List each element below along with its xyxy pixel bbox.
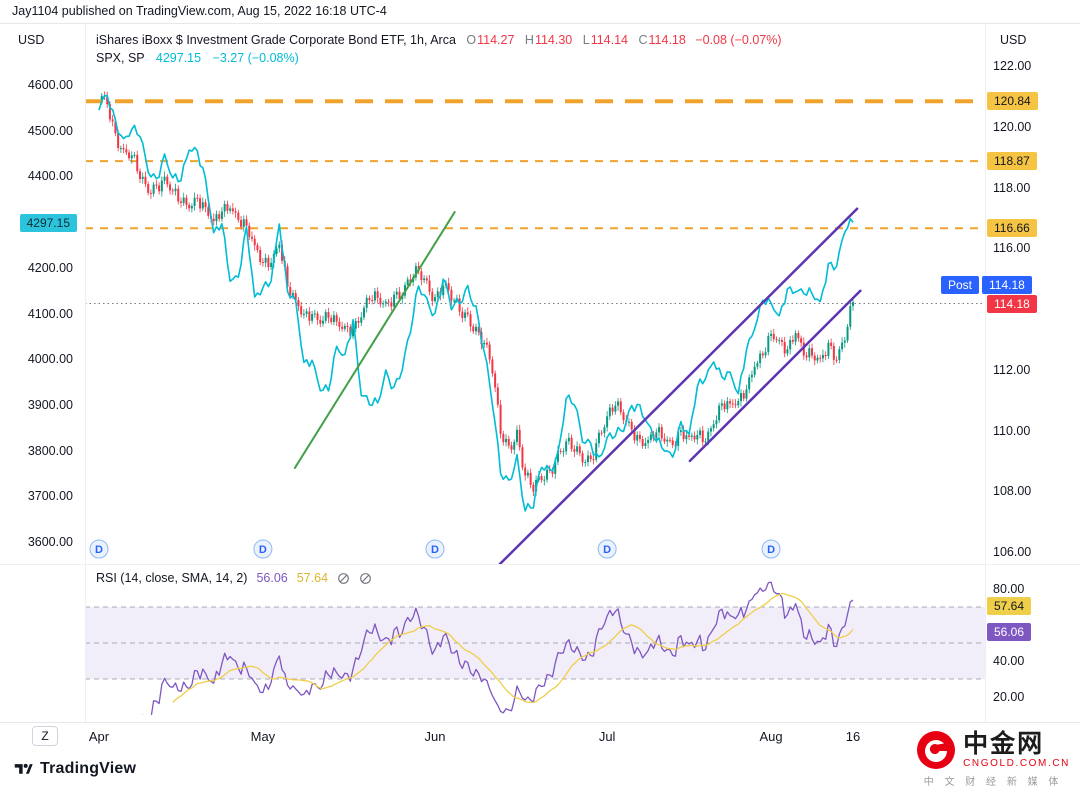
change-value: −0.08 (−0.07%): [695, 33, 782, 47]
rsi-value-badge: 56.06: [987, 623, 1032, 642]
low-value: 114.14: [590, 33, 629, 47]
cngold-tagline: 中 文 财 经 新 媒 体: [923, 777, 1063, 788]
spx-value: 4297.15: [155, 51, 202, 65]
svg-text:D: D: [259, 544, 267, 556]
visibility-icon[interactable]: [359, 572, 372, 585]
high-label: H: [524, 33, 534, 47]
rsi-legend: RSI (14, close, SMA, 14, 2) 56.06 57.64: [96, 571, 372, 585]
axis-tick: 4100.00: [27, 306, 73, 321]
left-axis-currency: USD: [18, 33, 45, 47]
axis-tick: 118.00: [993, 180, 1031, 195]
timezone-button[interactable]: Z: [32, 726, 58, 746]
low-label: L: [582, 33, 590, 47]
svg-text:D: D: [95, 544, 103, 556]
high-value: 114.30: [534, 33, 573, 47]
cngold-name: 中金网: [963, 730, 1045, 758]
post-price: 114.18: [982, 275, 1032, 294]
tradingview-brand[interactable]: TradingView: [13, 758, 136, 779]
level-badge-118-87: 118.87: [987, 152, 1037, 171]
time-axis-label: Jun: [424, 729, 446, 744]
axis-tick: 112.00: [993, 362, 1031, 377]
axis-tick: 120.00: [993, 119, 1032, 134]
time-axis-label: Aug: [759, 729, 783, 744]
svg-text:D: D: [767, 544, 775, 556]
overlay-symbol-title[interactable]: SPX, SP: [96, 51, 145, 65]
svg-text:D: D: [603, 544, 611, 556]
cngold-logo-icon: [917, 731, 956, 769]
tradingview-wordmark: TradingView: [40, 759, 137, 777]
svg-text:D: D: [431, 544, 439, 556]
right-price-axis[interactable]: USD 120.84 118.87 116.66 114.18 57.64 56…: [985, 24, 1080, 722]
rsi-ma-badge: 57.64: [987, 597, 1032, 616]
cngold-domain: CNGOLD.COM.CN: [963, 758, 1070, 769]
axis-tick: 4400.00: [27, 169, 73, 184]
cngold-row: 中金网 CNGOLD.COM.CN: [916, 730, 1070, 770]
axis-tick: 122.00: [993, 59, 1032, 73]
right-axis-currency: USD: [1000, 33, 1027, 47]
visibility-icon[interactable]: [337, 572, 350, 585]
right-axis-divider: [985, 24, 986, 745]
level-badge-120-84: 120.84: [987, 92, 1038, 111]
axis-tick: 3700.00: [27, 489, 73, 504]
axis-tick: 116.00: [993, 241, 1031, 256]
chart-legend: iShares iBoxx $ Investment Grade Corpora…: [96, 31, 782, 67]
axis-tick: 4200.00: [27, 260, 73, 275]
time-axis-label: Jul: [598, 729, 616, 744]
axis-tick: 106.00: [993, 545, 1032, 559]
close-value: 114.18: [648, 33, 686, 47]
axis-tick: 4500.00: [27, 123, 73, 138]
axis-tick: 40.00: [993, 654, 1025, 668]
level-badge-116-66: 116.66: [987, 219, 1037, 238]
axis-tick: 108.00: [993, 484, 1032, 499]
axis-tick: 80.00: [993, 582, 1025, 596]
time-axis-label: Apr: [88, 729, 110, 744]
cngold-text: 中金网 CNGOLD.COM.CN: [963, 731, 1070, 769]
time-axis-label: 16: [845, 729, 861, 744]
axis-tick: 4600.00: [27, 78, 73, 92]
axis-tick: 3600.00: [27, 535, 73, 549]
axis-tick: 20.00: [993, 690, 1025, 704]
rsi-current-value: 56.06: [256, 571, 288, 585]
symbol-title[interactable]: iShares iBoxx $ Investment Grade Corpora…: [96, 33, 456, 47]
close-label: C: [638, 33, 648, 47]
footer: TradingView 中金网 CNGOLD.COM.CN 中 文 财 经 新 …: [0, 731, 1080, 793]
left-price-axis[interactable]: USD 4297.15 4600.004500.004400.004300.00…: [0, 24, 85, 722]
post-market-badge: Post 114.18: [941, 275, 1032, 294]
axis-tick: 3900.00: [27, 397, 73, 412]
left-axis-divider: [85, 24, 86, 745]
cngold-watermark: 中金网 CNGOLD.COM.CN 中 文 财 经 新 媒 体: [916, 730, 1070, 788]
tradingview-logo-icon: [14, 763, 33, 774]
post-label: Post: [941, 275, 980, 294]
open-value: 114.27: [477, 33, 515, 47]
spx-change: −3.27 (−0.08%): [212, 51, 299, 65]
spx-price-badge: 4297.15: [19, 214, 77, 233]
publish-info: Jay1104 published on TradingView.com, Au…: [0, 0, 1080, 24]
axis-tick: 4000.00: [27, 352, 73, 367]
time-axis[interactable]: Z Apr May Jun Jul Aug 16: [0, 722, 1080, 748]
axis-tick: 110.00: [993, 423, 1031, 438]
open-label: O: [466, 33, 477, 47]
rsi-ma-value: 57.64: [296, 571, 329, 585]
axis-tick: 3800.00: [27, 443, 73, 458]
rsi-title[interactable]: RSI (14, close, SMA, 14, 2): [96, 571, 248, 585]
panel-divider: [0, 564, 1080, 565]
time-axis-label: May: [250, 729, 276, 744]
rsi-chart-canvas[interactable]: [85, 565, 985, 715]
last-price-badge: 114.18: [987, 294, 1037, 313]
legend-row-lqd: iShares iBoxx $ Investment Grade Corpora…: [96, 31, 782, 49]
legend-row-spx: SPX, SP 4297.15 −3.27 (−0.08%): [96, 49, 782, 67]
